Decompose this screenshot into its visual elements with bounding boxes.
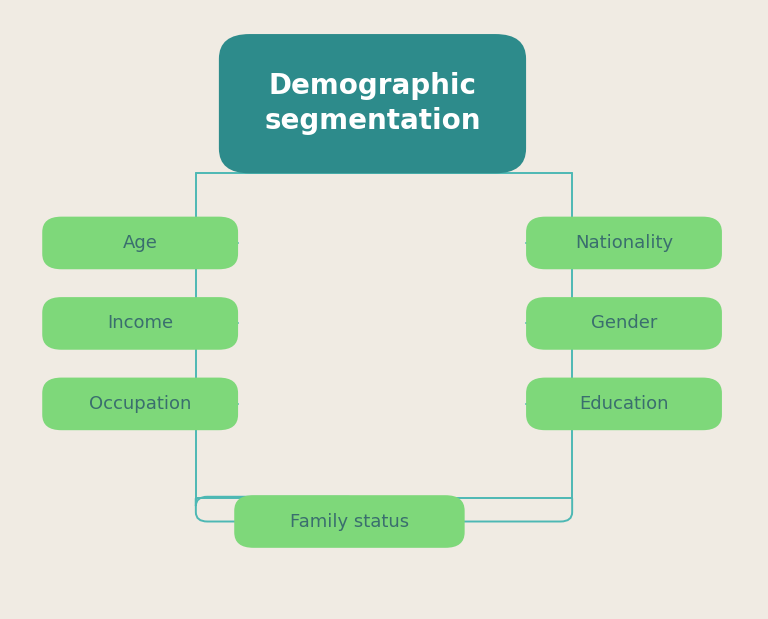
FancyBboxPatch shape (526, 297, 722, 350)
Text: Gender: Gender (591, 314, 657, 332)
FancyBboxPatch shape (526, 217, 722, 269)
Text: Demographic
segmentation: Demographic segmentation (264, 72, 481, 135)
Text: Education: Education (579, 395, 669, 413)
FancyBboxPatch shape (526, 378, 722, 430)
FancyBboxPatch shape (42, 217, 238, 269)
Text: Age: Age (123, 234, 157, 252)
Text: Family status: Family status (290, 513, 409, 530)
FancyBboxPatch shape (234, 495, 465, 548)
FancyBboxPatch shape (42, 297, 238, 350)
Text: Occupation: Occupation (89, 395, 191, 413)
FancyBboxPatch shape (219, 34, 526, 173)
Text: Income: Income (107, 314, 174, 332)
FancyBboxPatch shape (42, 378, 238, 430)
Text: Nationality: Nationality (575, 234, 673, 252)
